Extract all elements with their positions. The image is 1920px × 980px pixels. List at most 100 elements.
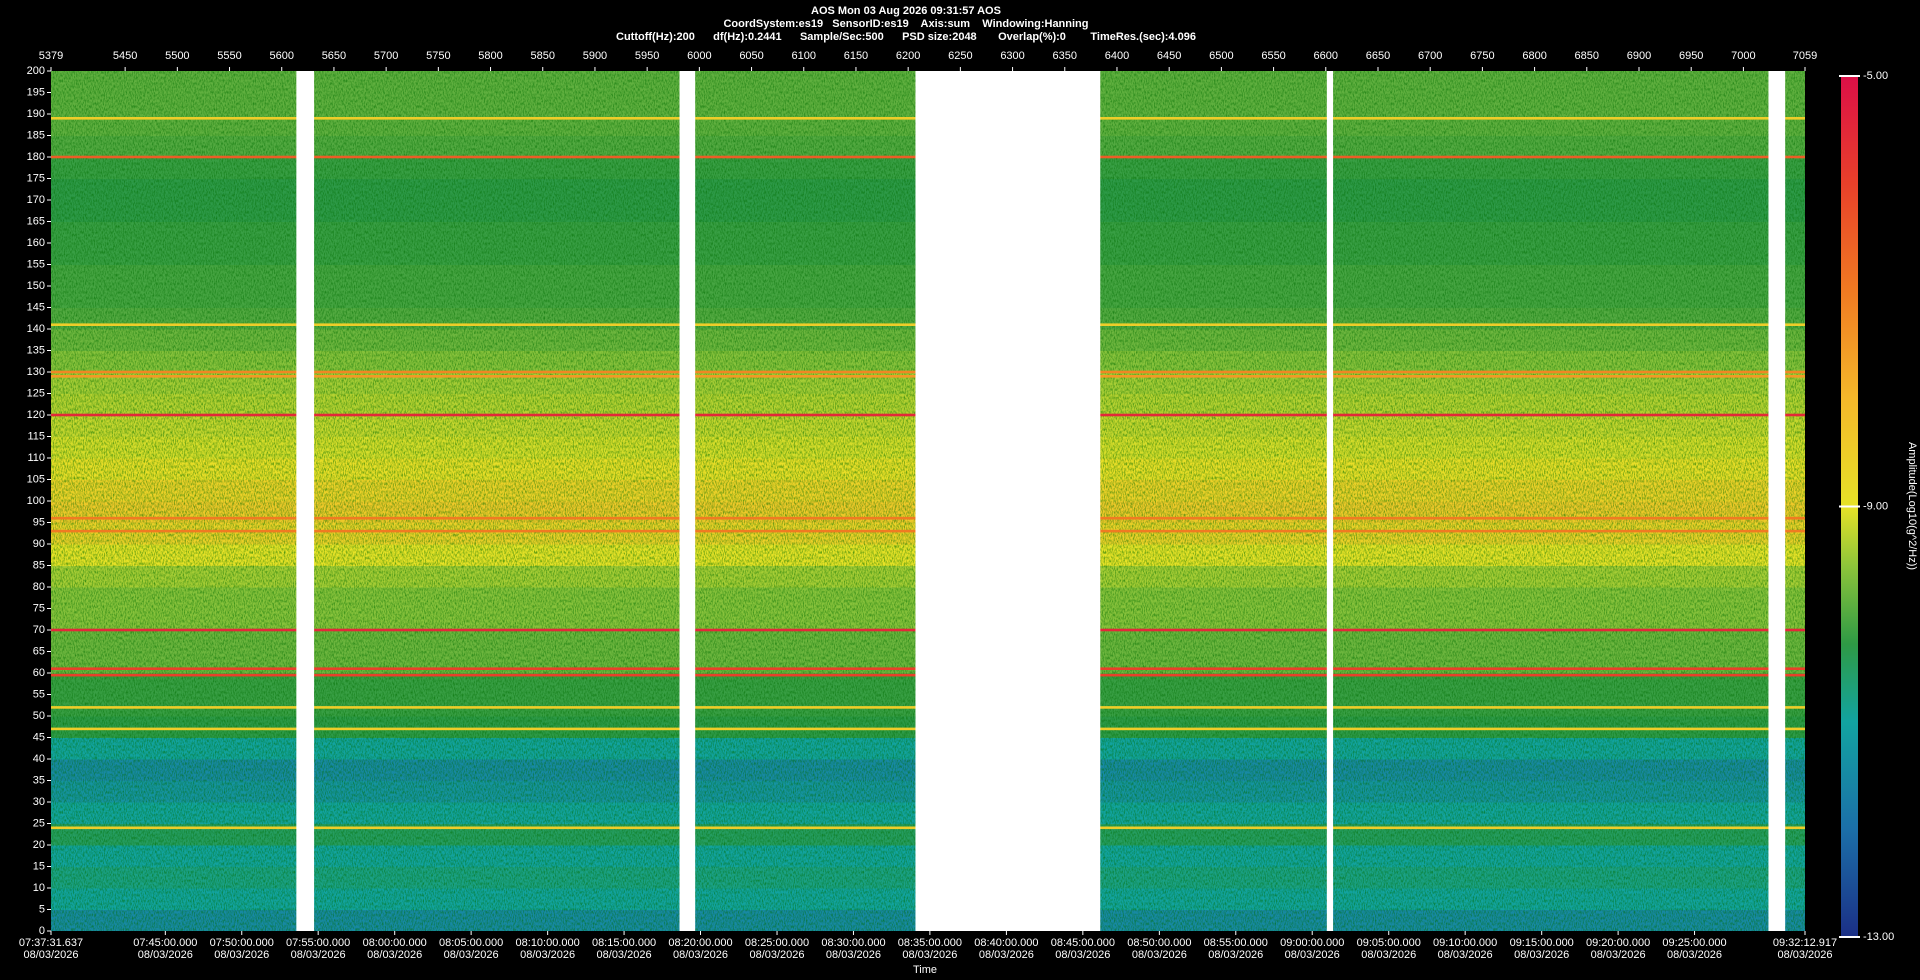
x-top-tick-label: 6250 [948, 50, 972, 62]
x-top-tick-label: 7000 [1731, 50, 1755, 62]
x-bottom-tick-label: 08:10:00.000 08/03/2026 [515, 937, 580, 961]
colorbar-tick-label: -5.00 [1863, 70, 1888, 82]
x-top-tick-label: 5950 [635, 50, 659, 62]
x-top-tick-label: 6100 [792, 50, 816, 62]
x-top-tick-label: 6950 [1679, 50, 1703, 62]
data-gap [915, 71, 1101, 931]
y-tick-label: 20 [33, 839, 45, 851]
x-top-tick-label: 5379 [39, 50, 63, 62]
y-tick-label: 180 [27, 151, 45, 163]
x-bottom-tick-label: 08:40:00.000 08/03/2026 [974, 937, 1039, 961]
y-tick-label: 140 [27, 323, 45, 335]
x-top-tick-label: 6900 [1627, 50, 1651, 62]
y-tick-label: 55 [33, 688, 45, 700]
colorbar-tick-label: -13.00 [1863, 931, 1894, 943]
y-tick-label: 155 [27, 258, 45, 270]
y-tick-label: 95 [33, 516, 45, 528]
x-top-tick-label: 6350 [1053, 50, 1077, 62]
x-bottom-tick-label: 08:55:00.000 08/03/2026 [1203, 937, 1268, 961]
x-top-tick-label: 5650 [322, 50, 346, 62]
y-tick-label: 160 [27, 237, 45, 249]
y-tick-label: 40 [33, 753, 45, 765]
x-top-tick-label: 5550 [217, 50, 241, 62]
x-top-tick-label: 5850 [531, 50, 555, 62]
x-top-tick-label: 5700 [374, 50, 398, 62]
chart-title: AOS Mon 03 Aug 2026 09:31:57 AOS [811, 5, 1001, 17]
y-tick-label: 75 [33, 602, 45, 614]
x-top-tick-label: 6700 [1418, 50, 1442, 62]
x-bottom-tick-label: 08:20:00.000 08/03/2026 [668, 937, 733, 961]
x-top-tick-label: 5450 [113, 50, 137, 62]
x-top-tick-label: 5800 [478, 50, 502, 62]
y-tick-label: 0 [39, 925, 45, 937]
x-top-tick-label: 6600 [1314, 50, 1338, 62]
x-axis-label: Time [913, 964, 937, 976]
x-bottom-tick-label: 09:15:00.000 08/03/2026 [1509, 937, 1574, 961]
y-tick-label: 5 [39, 903, 45, 915]
x-bottom-tick-label: 07:55:00.000 08/03/2026 [286, 937, 351, 961]
x-bottom-tick-label: 09:32:12.917 08/03/2026 [1772, 937, 1838, 961]
y-tick-label: 80 [33, 581, 45, 593]
x-bottom-tick-label: 08:25:00.000 08/03/2026 [744, 937, 810, 961]
y-tick-label: 185 [27, 129, 45, 141]
x-top-tick-label: 5500 [165, 50, 189, 62]
chart-subtitle: CoordSystem:es19 SensorID:es19 Axis:sum … [723, 18, 1088, 30]
y-tick-label: 60 [33, 667, 45, 679]
colorbar-tick-label: -9.00 [1863, 500, 1888, 512]
y-tick-label: 25 [33, 817, 45, 829]
y-tick-label: 120 [27, 409, 45, 421]
settings-line: Cuttoff(Hz):200 df(Hz):0.2441 Sample/Sec… [616, 31, 1196, 43]
x-bottom-tick-label: 09:20:00.000 08/03/2026 [1585, 937, 1651, 961]
y-tick-label: 175 [27, 172, 45, 184]
plot-area [51, 71, 1805, 931]
x-top-tick-label: 7059 [1793, 50, 1817, 62]
x-bottom-tick-label: 09:25:00.000 08/03/2026 [1662, 937, 1727, 961]
x-top-tick-label: 6150 [844, 50, 868, 62]
x-bottom-tick-label: 09:10:00.000 08/03/2026 [1433, 937, 1498, 961]
y-tick-label: 150 [27, 280, 45, 292]
data-gap [1768, 71, 1786, 931]
y-tick-label: 110 [27, 452, 45, 464]
x-top-tick-label: 6850 [1575, 50, 1599, 62]
y-tick-label: 10 [33, 882, 45, 894]
x-bottom-tick-label: 08:05:00.000 08/03/2026 [438, 937, 504, 961]
x-bottom-tick-label: 08:45:00.000 08/03/2026 [1050, 937, 1115, 961]
x-top-tick-label: 6050 [739, 50, 763, 62]
y-tick-label: 105 [27, 473, 45, 485]
x-bottom-tick-label: 07:45:00.000 08/03/2026 [133, 937, 198, 961]
y-tick-label: 170 [27, 194, 45, 206]
x-top-tick-label: 5600 [269, 50, 293, 62]
x-bottom-tick-label: 08:15:00.000 08/03/2026 [591, 937, 657, 961]
y-tick-label: 195 [27, 86, 45, 98]
y-tick-label: 90 [33, 538, 45, 550]
y-tick-label: 50 [33, 710, 45, 722]
x-top-tick-label: 6800 [1522, 50, 1546, 62]
y-tick-label: 130 [27, 366, 45, 378]
x-top-tick-label: 5900 [583, 50, 607, 62]
x-top-tick-label: 5750 [426, 50, 450, 62]
x-top-tick-label: 6750 [1470, 50, 1494, 62]
x-bottom-tick-label: 08:30:00.000 08/03/2026 [821, 937, 886, 961]
y-tick-label: 65 [33, 645, 45, 657]
y-tick-label: 115 [27, 430, 45, 442]
x-top-tick-label: 6550 [1261, 50, 1285, 62]
y-tick-label: 30 [33, 796, 45, 808]
y-tick-label: 165 [27, 215, 45, 227]
y-tick-label: 70 [33, 624, 45, 636]
x-bottom-tick-label: 08:50:00.000 08/03/2026 [1127, 937, 1192, 961]
y-tick-label: 135 [27, 344, 45, 356]
x-top-tick-label: 6450 [1157, 50, 1181, 62]
y-tick-label: 100 [27, 495, 45, 507]
data-gap [296, 71, 315, 931]
x-top-tick-label: 6000 [687, 50, 711, 62]
y-tick-label: 45 [33, 731, 45, 743]
x-top-tick-label: 6300 [1000, 50, 1024, 62]
y-tick-label: 125 [27, 387, 45, 399]
x-bottom-tick-label: 09:00:00.000 08/03/2026 [1280, 937, 1345, 961]
x-bottom-tick-label: 09:05:00.000 08/03/2026 [1356, 937, 1421, 961]
x-bottom-tick-label: 07:50:00.000 08/03/2026 [209, 937, 274, 961]
x-bottom-tick-label: 08:00:00.000 08/03/2026 [362, 937, 427, 961]
y-tick-label: 15 [33, 860, 45, 872]
